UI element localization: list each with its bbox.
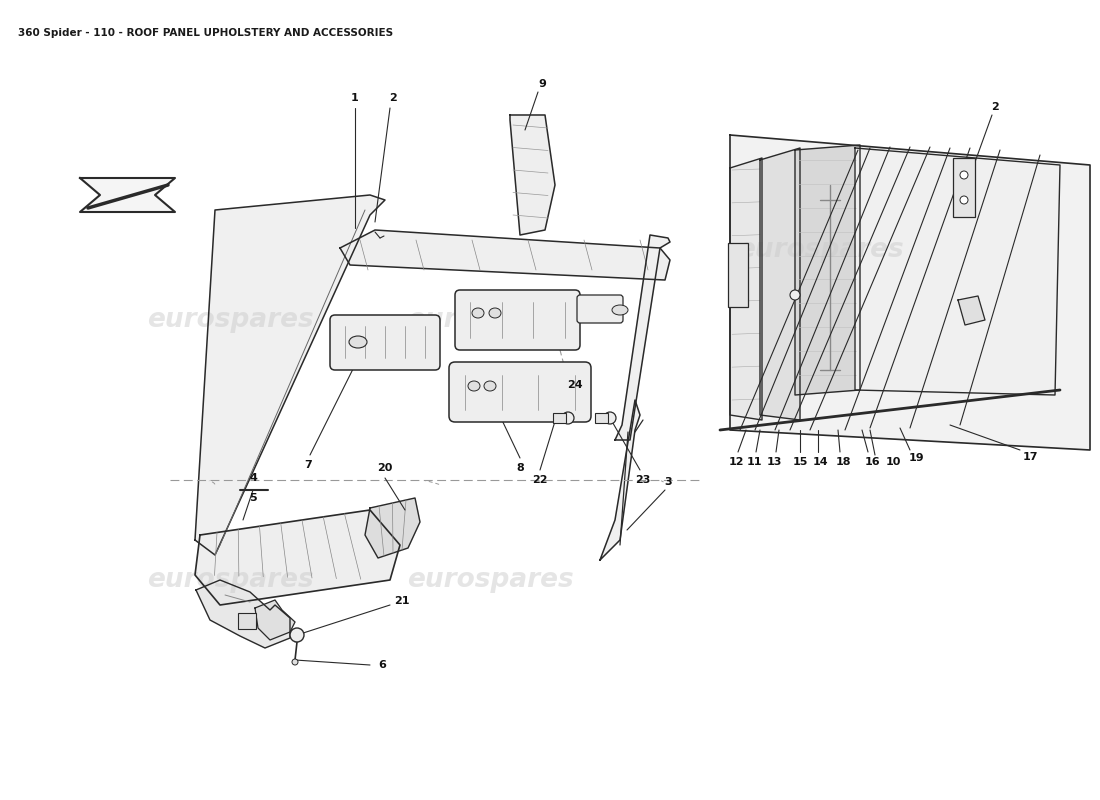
FancyBboxPatch shape — [595, 413, 608, 423]
Text: 4: 4 — [249, 473, 257, 483]
Text: 9: 9 — [538, 79, 546, 89]
Polygon shape — [795, 145, 860, 395]
Circle shape — [290, 628, 304, 642]
Ellipse shape — [349, 336, 367, 348]
Polygon shape — [80, 178, 175, 212]
Text: 15: 15 — [792, 457, 807, 467]
Text: eurospares: eurospares — [407, 307, 573, 333]
Text: 11: 11 — [746, 457, 761, 467]
Text: 24: 24 — [568, 380, 583, 390]
Text: 2: 2 — [991, 102, 999, 112]
Circle shape — [562, 412, 574, 424]
Text: 1: 1 — [351, 93, 359, 103]
Text: 13: 13 — [767, 457, 782, 467]
FancyBboxPatch shape — [330, 315, 440, 370]
Text: eurospares: eurospares — [146, 307, 314, 333]
Polygon shape — [196, 580, 290, 648]
Text: 12: 12 — [728, 457, 744, 467]
Polygon shape — [195, 510, 400, 605]
Polygon shape — [600, 400, 640, 560]
Ellipse shape — [490, 308, 500, 318]
Text: 5: 5 — [250, 493, 256, 503]
FancyBboxPatch shape — [238, 613, 256, 629]
Circle shape — [292, 659, 298, 665]
Ellipse shape — [468, 381, 480, 391]
FancyBboxPatch shape — [553, 413, 566, 423]
Text: 2: 2 — [389, 93, 397, 103]
Polygon shape — [730, 135, 1090, 450]
Polygon shape — [510, 115, 556, 235]
Ellipse shape — [472, 308, 484, 318]
Ellipse shape — [484, 381, 496, 391]
Ellipse shape — [612, 305, 628, 315]
Polygon shape — [255, 600, 295, 640]
FancyBboxPatch shape — [455, 290, 580, 350]
Polygon shape — [195, 195, 385, 555]
Text: 16: 16 — [865, 457, 880, 467]
Text: 6: 6 — [378, 660, 386, 670]
Polygon shape — [730, 158, 762, 420]
Text: 7: 7 — [304, 460, 312, 470]
Text: eurospares: eurospares — [407, 567, 573, 593]
Polygon shape — [340, 230, 670, 280]
Text: 17: 17 — [1022, 452, 1037, 462]
Circle shape — [604, 412, 616, 424]
FancyBboxPatch shape — [449, 362, 591, 422]
Polygon shape — [760, 148, 800, 420]
Text: 19: 19 — [909, 453, 924, 463]
Circle shape — [960, 196, 968, 204]
Text: 18: 18 — [835, 457, 850, 467]
Polygon shape — [365, 498, 420, 558]
Text: 3: 3 — [664, 477, 672, 487]
Polygon shape — [958, 296, 984, 325]
Text: 22: 22 — [532, 475, 548, 485]
FancyBboxPatch shape — [578, 295, 623, 323]
Circle shape — [960, 171, 968, 179]
Text: 21: 21 — [394, 596, 409, 606]
FancyBboxPatch shape — [953, 158, 975, 217]
FancyBboxPatch shape — [728, 243, 748, 307]
Text: eurospares: eurospares — [146, 567, 314, 593]
Polygon shape — [855, 148, 1060, 395]
Text: 360 Spider - 110 - ROOF PANEL UPHOLSTERY AND ACCESSORIES: 360 Spider - 110 - ROOF PANEL UPHOLSTERY… — [18, 28, 393, 38]
Text: 10: 10 — [886, 457, 901, 467]
Text: eurospares: eurospares — [737, 237, 903, 263]
Circle shape — [790, 290, 800, 300]
Polygon shape — [615, 235, 670, 440]
Text: 23: 23 — [636, 475, 651, 485]
Text: 8: 8 — [516, 463, 524, 473]
Text: 20: 20 — [377, 463, 393, 473]
Text: 14: 14 — [812, 457, 828, 467]
